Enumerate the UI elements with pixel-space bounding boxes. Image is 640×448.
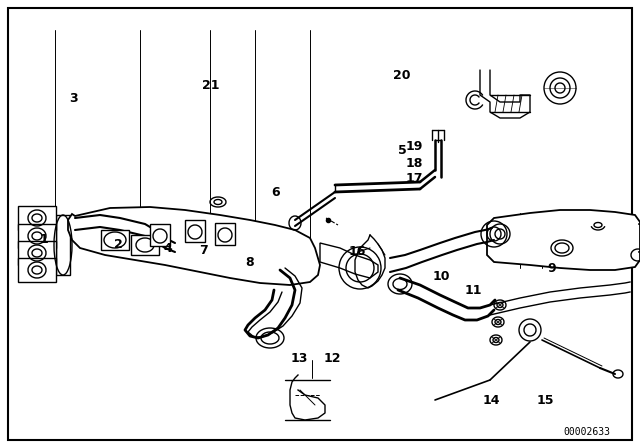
- Text: 19: 19: [406, 140, 424, 154]
- Text: 7: 7: [199, 244, 208, 258]
- Text: 1: 1: [39, 233, 48, 246]
- Bar: [131, 235, 159, 255]
- Text: 20: 20: [393, 69, 411, 82]
- Bar: [18, 206, 56, 230]
- Bar: [185, 220, 205, 242]
- Polygon shape: [487, 210, 640, 270]
- Text: 21: 21: [202, 78, 220, 92]
- Polygon shape: [68, 207, 320, 285]
- Text: 10: 10: [433, 270, 451, 284]
- Bar: [215, 223, 235, 245]
- Bar: [18, 241, 56, 265]
- Text: 13: 13: [291, 352, 308, 365]
- Text: 17: 17: [406, 172, 424, 185]
- Text: 4: 4: [163, 242, 172, 255]
- Text: 2: 2: [114, 237, 123, 251]
- Text: 15: 15: [536, 394, 554, 408]
- Text: 11: 11: [465, 284, 483, 297]
- Text: 18: 18: [406, 157, 424, 170]
- Polygon shape: [56, 215, 70, 275]
- Text: 8: 8: [245, 255, 254, 269]
- Text: 9: 9: [547, 262, 556, 276]
- Text: 5: 5: [397, 143, 406, 157]
- Text: 3: 3: [69, 92, 78, 105]
- Bar: [101, 230, 129, 250]
- Text: 00002633: 00002633: [563, 427, 610, 437]
- Text: 16: 16: [348, 245, 366, 258]
- Bar: [18, 258, 56, 282]
- Bar: [18, 224, 56, 248]
- Text: 6: 6: [271, 186, 280, 199]
- Polygon shape: [320, 243, 378, 278]
- Bar: [150, 224, 170, 246]
- Text: 12: 12: [324, 352, 342, 365]
- Text: 14: 14: [483, 394, 500, 408]
